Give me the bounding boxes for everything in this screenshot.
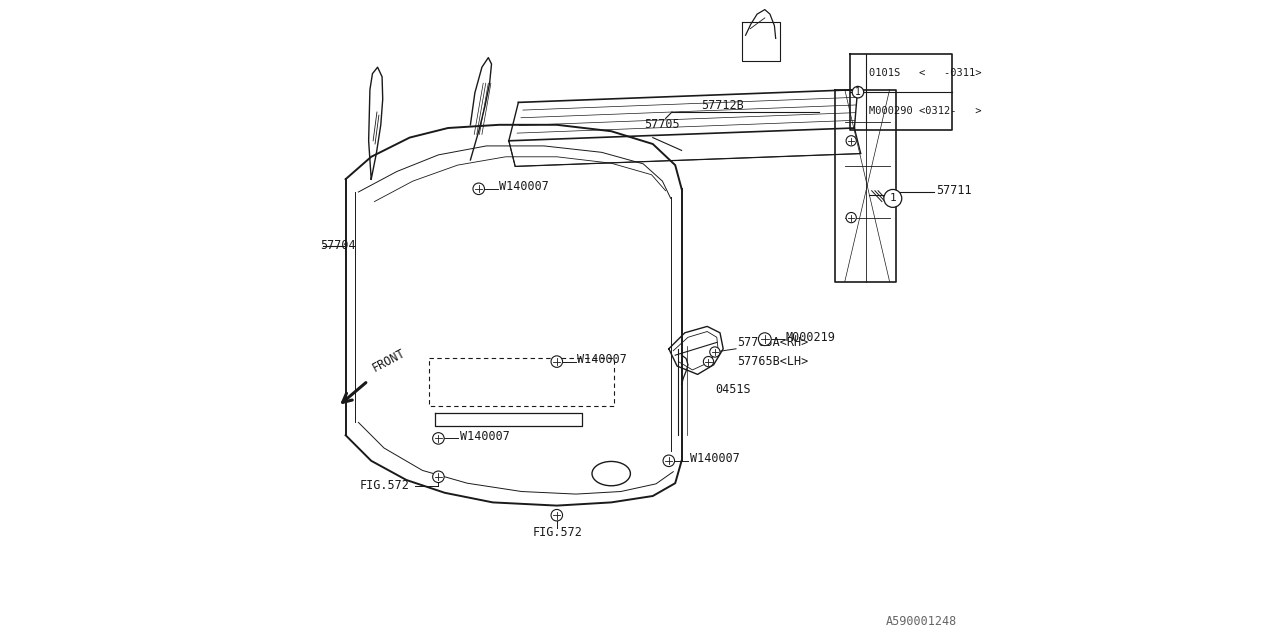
Text: 57704: 57704 (320, 239, 356, 252)
Text: M000219: M000219 (786, 331, 836, 344)
Circle shape (704, 356, 714, 367)
Circle shape (433, 433, 444, 444)
Text: 57711: 57711 (936, 184, 972, 197)
Circle shape (550, 356, 563, 367)
Circle shape (433, 471, 444, 483)
Text: FIG.572: FIG.572 (360, 479, 410, 492)
Text: M000290 <0312-   >: M000290 <0312- > (869, 106, 982, 116)
Circle shape (846, 212, 856, 223)
Text: W140007: W140007 (690, 452, 740, 465)
Text: 57712B: 57712B (701, 99, 744, 112)
Text: W140007: W140007 (577, 353, 627, 366)
Text: 1: 1 (890, 193, 896, 204)
Circle shape (709, 347, 719, 357)
Text: 57765A<RH>: 57765A<RH> (737, 336, 809, 349)
Circle shape (758, 333, 771, 346)
Text: A590001248: A590001248 (886, 616, 957, 628)
Text: 1: 1 (855, 87, 861, 97)
Circle shape (883, 189, 901, 207)
Text: 0101S   <   -0311>: 0101S < -0311> (869, 68, 982, 78)
Circle shape (663, 455, 675, 467)
Text: 57705: 57705 (645, 118, 680, 131)
Text: FIG.572: FIG.572 (534, 526, 582, 539)
Circle shape (550, 509, 563, 521)
Circle shape (474, 183, 485, 195)
Text: 0451S: 0451S (716, 383, 751, 396)
Text: W140007: W140007 (499, 180, 549, 193)
Text: FRONT: FRONT (370, 346, 407, 374)
Text: W140007: W140007 (460, 430, 509, 443)
Circle shape (852, 86, 864, 98)
Text: 57765B<LH>: 57765B<LH> (737, 355, 809, 368)
Circle shape (846, 136, 856, 146)
